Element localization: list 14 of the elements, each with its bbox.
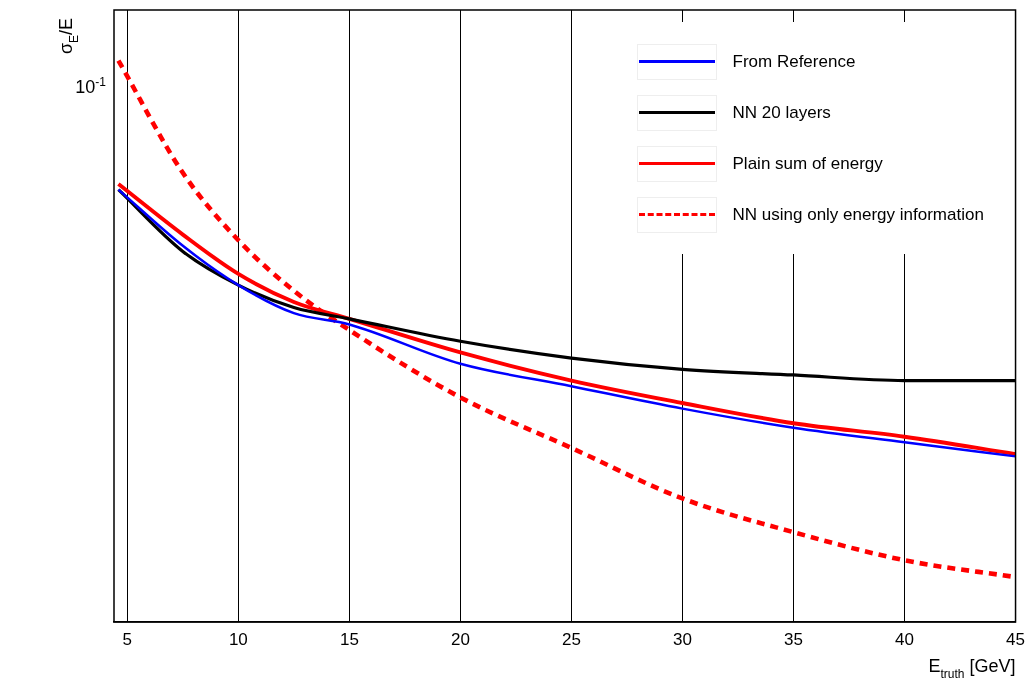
x-tick-label: 25 [561,629,581,649]
x-tick-label: 35 [784,629,803,649]
legend-label: Plain sum of energy [732,153,883,174]
y-axis-title: σE/E [56,17,81,55]
x-tick-label: 30 [673,629,692,649]
legend-label: NN using only energy information [732,204,984,225]
x-tick-label: 10 [228,629,248,649]
x-tick-label: 20 [450,629,470,649]
x-tick-label: 45 [1006,629,1026,649]
x-tick-label: 5 [122,629,133,649]
x-tick-label: 15 [339,629,359,649]
legend-label: NN 20 layers [732,102,831,123]
x-tick-label: 40 [895,629,914,649]
legend-label: From Reference [732,51,856,72]
